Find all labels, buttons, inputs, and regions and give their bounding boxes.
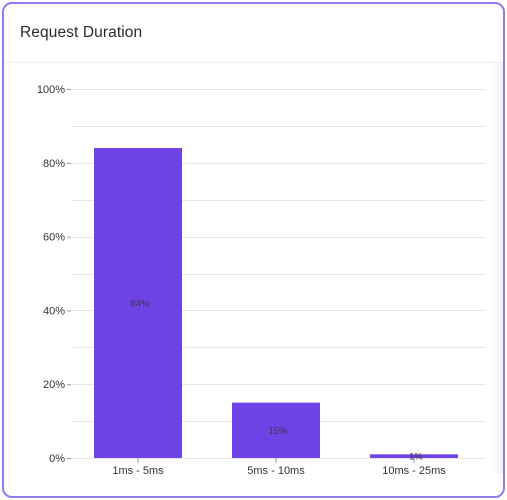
x-tick-label: 1ms - 5ms <box>112 465 164 477</box>
bar <box>232 402 320 458</box>
bar-value-label: 15% <box>268 426 288 437</box>
bar <box>370 454 458 458</box>
x-axis-ticks: 1ms - 5ms 5ms - 10ms 10ms - 25ms <box>112 458 446 477</box>
bar <box>94 148 182 459</box>
bar-value-label: 84% <box>130 299 150 310</box>
x-tick-label: 10ms - 25ms <box>382 465 446 477</box>
y-tick-label: 40% <box>43 305 65 317</box>
x-tick-label: 5ms - 10ms <box>247 465 305 477</box>
y-tick-label: 60% <box>43 232 65 244</box>
chart-title: Request Duration <box>20 24 143 41</box>
card-header: Request Duration <box>4 4 503 63</box>
y-tick-label: 20% <box>43 379 65 391</box>
y-tick-label: 0% <box>49 453 65 465</box>
y-tick-label: 100% <box>37 84 65 96</box>
y-tick-label: 80% <box>43 158 65 170</box>
scroll-shadow <box>489 63 503 473</box>
bars: 84% 15% 1% <box>94 148 458 463</box>
bar-value-label: 1% <box>409 452 423 463</box>
y-axis-ticks: 0% 20% 40% 60% 80% 100% <box>37 84 71 465</box>
